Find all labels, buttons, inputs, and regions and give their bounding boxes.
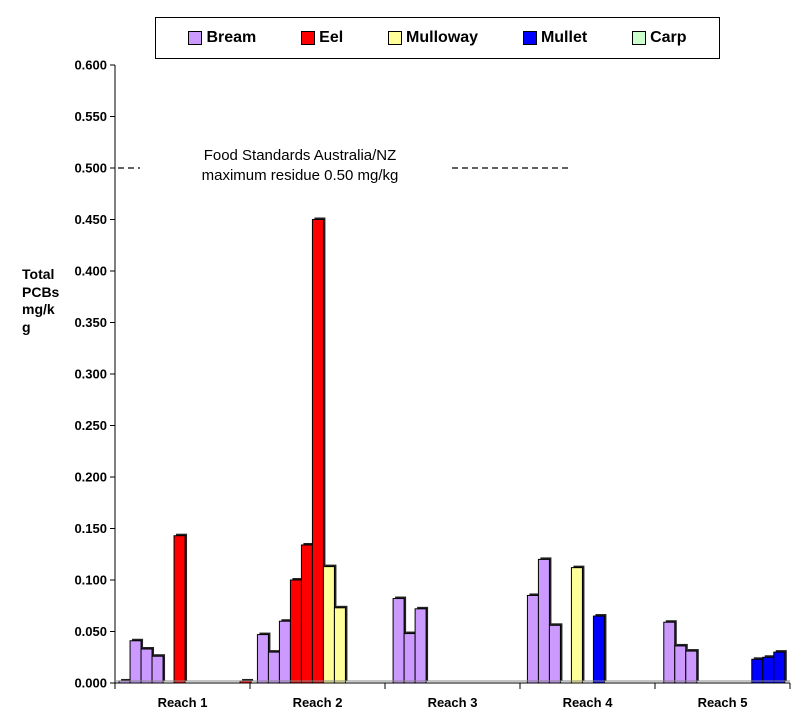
legend-swatch [388, 31, 403, 45]
y-axis-label: Total PCBs mg/kg [22, 266, 60, 335]
bar-eel [300, 544, 313, 684]
bar-bream [129, 640, 142, 684]
y-tick-label: 0.050 [74, 624, 107, 639]
bar-eel [289, 579, 302, 684]
legend-swatch [301, 31, 316, 45]
bar-bream [548, 624, 561, 684]
y-tick-label: 0.200 [74, 470, 107, 485]
bars-group [115, 217, 790, 684]
bar-bream [151, 655, 164, 684]
y-tick-label: 0.400 [74, 264, 107, 279]
bar-mullet [762, 656, 775, 684]
bar-bream [256, 634, 269, 684]
legend-swatch [188, 31, 203, 45]
x-tick-label: Reach 5 [698, 695, 748, 710]
legend-label: Mulloway [406, 29, 479, 46]
bar-mulloway [322, 566, 335, 684]
x-tick-label: Reach 1 [158, 695, 208, 710]
bar-bream [674, 645, 687, 684]
y-axis: 0.000 0.050 0.100 0.150 0.200 0.250 0.300 0.350… [74, 58, 116, 691]
x-tick-label: Reach 3 [428, 695, 478, 710]
y-tick-label: 0.000 [74, 676, 107, 691]
x-tick-label: Reach 4 [563, 695, 614, 710]
legend-item-mullet: Mullet [522, 29, 588, 47]
y-tick-label: 0.250 [74, 418, 107, 433]
legend: Bream Eel Mulloway Mullet Carp [155, 17, 720, 59]
bar-bream [403, 633, 416, 684]
y-tick-label: 0.300 [74, 367, 107, 382]
bar-mullet [751, 658, 764, 684]
bar-mulloway [333, 607, 346, 684]
bar-bream [685, 650, 698, 684]
legend-swatch [522, 31, 537, 45]
bar-shadow [121, 678, 133, 681]
bar-bream [526, 594, 539, 684]
bar-shadow [242, 678, 254, 681]
legend-item-eel: Eel [301, 29, 343, 47]
bar-eel [311, 219, 324, 684]
bar-eel [173, 535, 186, 684]
bar-mullet [773, 651, 786, 684]
bar-bream [392, 598, 405, 684]
y-tick-label: 0.600 [74, 58, 107, 73]
bar-mulloway [570, 567, 583, 684]
bar-bream [267, 651, 280, 684]
legend-item-mulloway: Mulloway [388, 29, 478, 47]
bar-bream [414, 608, 427, 684]
x-axis: Reach 1 Reach 2 Reach 3 Reach 4 Reach 5 [114, 682, 791, 710]
y-tick-label: 0.350 [74, 315, 107, 330]
y-tick-label: 0.150 [74, 521, 107, 536]
y-tick-label: 0.500 [74, 161, 107, 176]
y-tick-label: 0.100 [74, 573, 107, 588]
legend-label: Bream [206, 29, 257, 46]
y-tick-label: 0.450 [74, 212, 107, 227]
legend-label: Eel [319, 29, 344, 46]
x-tick-label: Reach 2 [293, 695, 343, 710]
legend-item-carp: Carp [632, 29, 687, 47]
bar-bream [663, 621, 676, 684]
bar-bream [140, 648, 153, 684]
legend-label: Mullet [540, 29, 588, 46]
legend-swatch [632, 31, 647, 45]
legend-label: Carp [650, 29, 687, 46]
reference-line-label: Food Standards Australia/NZ maximum resi… [150, 146, 450, 186]
legend-item-bream: Bream [188, 29, 256, 47]
bar-bream [537, 558, 550, 684]
y-tick-label: 0.550 [74, 109, 107, 124]
bar-mullet [592, 615, 605, 684]
bar-bream [278, 620, 291, 684]
